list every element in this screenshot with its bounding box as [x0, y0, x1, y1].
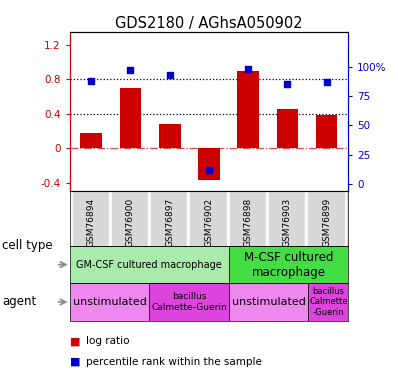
Point [284, 81, 291, 87]
Text: agent: agent [2, 296, 36, 309]
Text: bacillus
Calmette
-Guerin: bacillus Calmette -Guerin [309, 287, 347, 317]
Text: bacillus
Calmette-Guerin: bacillus Calmette-Guerin [151, 292, 227, 312]
Bar [198, 148, 220, 180]
Text: GSM76899: GSM76899 [322, 198, 331, 247]
Bar [229, 246, 348, 283]
Bar [277, 110, 298, 148]
Bar [229, 283, 308, 321]
Text: unstimulated: unstimulated [232, 297, 306, 307]
Text: ■: ■ [70, 336, 80, 346]
Text: GSM76902: GSM76902 [205, 198, 213, 247]
Title: GDS2180 / AGhsA050902: GDS2180 / AGhsA050902 [115, 16, 303, 31]
Text: M-CSF cultured
macrophage: M-CSF cultured macrophage [244, 251, 333, 279]
Bar [70, 246, 229, 283]
Text: log ratio: log ratio [86, 336, 129, 346]
Bar [149, 283, 229, 321]
Bar [70, 283, 149, 321]
Bar [237, 70, 259, 148]
Point [324, 79, 330, 85]
Text: GSM76897: GSM76897 [165, 198, 174, 247]
Bar [308, 283, 348, 321]
Text: unstimulated: unstimulated [72, 297, 146, 307]
Text: cell type: cell type [2, 240, 53, 252]
Text: GSM76898: GSM76898 [244, 198, 253, 247]
Text: GM-CSF cultured macrophage: GM-CSF cultured macrophage [76, 260, 222, 270]
Text: GSM76900: GSM76900 [126, 198, 135, 247]
Point [88, 78, 94, 84]
Text: percentile rank within the sample: percentile rank within the sample [86, 357, 261, 367]
Text: ■: ■ [70, 357, 80, 367]
Bar [120, 88, 141, 148]
Bar [80, 133, 102, 148]
Point [166, 72, 173, 78]
Point [206, 167, 212, 173]
Point [245, 66, 252, 72]
Bar [316, 116, 338, 148]
Text: GSM76903: GSM76903 [283, 198, 292, 247]
Text: GSM76894: GSM76894 [87, 198, 96, 247]
Bar [159, 124, 181, 148]
Point [127, 68, 134, 74]
